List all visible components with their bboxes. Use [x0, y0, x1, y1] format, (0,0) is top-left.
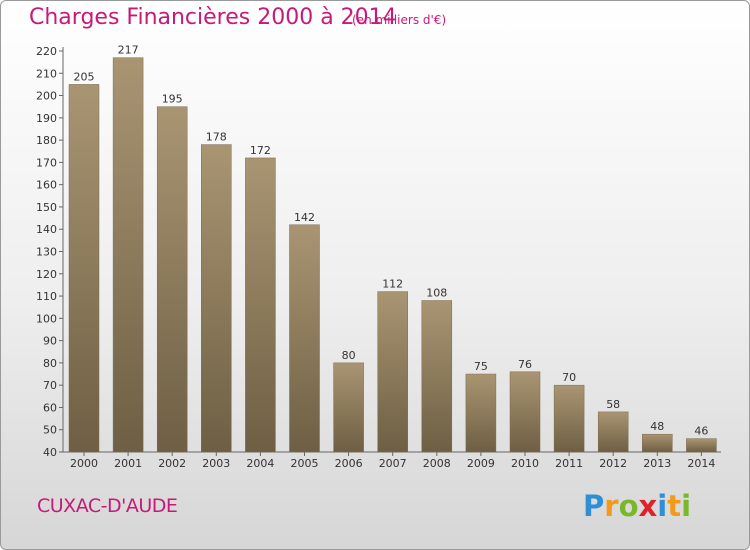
x-tick-label: 2009	[467, 457, 495, 470]
bar-2005	[289, 224, 320, 453]
bar-2013	[642, 433, 673, 453]
y-tick-label: 170	[36, 156, 57, 169]
bar-value-label: 75	[474, 360, 488, 373]
logo-letter: t	[667, 489, 682, 523]
logo-letter: i	[681, 489, 692, 523]
bar-value-label: 70	[562, 371, 576, 384]
x-tick-label: 2012	[599, 457, 627, 470]
y-axis: 40 50 60 70 80 90 100 110 120 130 140 150 160 170 180 1…	[36, 45, 64, 459]
x-axis: 2000 2001 2002 2003 2004 2005 2006 2007 2008 2009…	[63, 451, 721, 470]
bar-value-label: 108	[426, 287, 447, 300]
bar-2001	[112, 57, 144, 453]
y-tick-label: 100	[36, 312, 57, 325]
x-tick-label: 2000	[70, 457, 98, 470]
x-tick-label: 2010	[511, 457, 539, 470]
bar-value-label: 112	[382, 278, 403, 291]
y-tick-label: 150	[36, 201, 57, 214]
y-tick-label: 40	[43, 446, 57, 459]
x-tick-label: 2011	[555, 457, 583, 470]
bars-group: 205 217 195 178 172 142 80 112 108 75 76 70 58 48 46	[68, 44, 717, 453]
y-tick-label: 80	[43, 357, 57, 370]
x-tick-label: 2008	[423, 457, 451, 470]
bar-value-label: 195	[162, 93, 183, 106]
bar-value-label: 178	[206, 131, 227, 144]
y-tick-label: 70	[43, 379, 57, 392]
bar-2007	[377, 291, 408, 453]
bar-value-label: 172	[250, 144, 271, 157]
x-tick-label: 2003	[202, 457, 230, 470]
proxiti-logo: Proxiti	[583, 489, 691, 523]
y-tick-label: 50	[43, 424, 57, 437]
y-tick-label: 210	[36, 67, 57, 80]
logo-letter: r	[604, 489, 619, 523]
bar-2012	[597, 411, 629, 453]
chart-subtitle: (en milliers d'€)	[352, 13, 447, 27]
bar-value-label: 58	[606, 398, 620, 411]
bar-value-label: 205	[74, 70, 95, 83]
y-tick-label: 190	[36, 112, 57, 125]
y-tick-label: 90	[43, 335, 57, 348]
y-tick-label: 200	[36, 90, 57, 103]
bar-2008	[421, 300, 453, 453]
bar-2009	[465, 373, 497, 453]
x-tick-label: 2014	[687, 457, 715, 470]
x-tick-label: 2005	[291, 457, 319, 470]
bar-2010	[509, 371, 541, 453]
x-tick-label: 2013	[643, 457, 671, 470]
bar-2006	[333, 362, 364, 453]
bar-2004	[245, 157, 276, 453]
y-tick-label: 60	[43, 401, 57, 414]
bar-value-label: 142	[294, 211, 315, 224]
y-tick-label: 140	[36, 223, 57, 236]
bar-2011	[553, 384, 585, 453]
bar-2002	[156, 106, 188, 453]
x-tick-label: 2004	[246, 457, 274, 470]
y-tick-label: 160	[36, 179, 57, 192]
bar-value-label: 76	[518, 358, 532, 371]
y-tick-label: 120	[36, 268, 57, 281]
x-tick-label: 2007	[379, 457, 407, 470]
y-tick-label: 180	[36, 134, 57, 147]
bar-value-label: 80	[342, 349, 356, 362]
x-tick-label: 2001	[114, 457, 142, 470]
bar-2003	[201, 144, 232, 453]
commune-name: CUXAC-D'AUDE	[37, 495, 178, 517]
logo-letter: x	[638, 489, 658, 523]
x-tick-label: 2002	[158, 457, 186, 470]
bar-2014	[686, 438, 717, 453]
y-tick-label: 110	[36, 290, 57, 303]
y-tick-label: 220	[36, 45, 57, 58]
bar-value-label: 46	[694, 425, 708, 438]
bar-value-label: 217	[118, 44, 139, 57]
bar-2000	[68, 84, 100, 453]
logo-letter: i	[657, 489, 668, 523]
bar-value-label: 48	[650, 420, 664, 433]
y-tick-label: 130	[36, 246, 57, 259]
logo-letter: P	[583, 489, 605, 523]
logo-letter: o	[618, 489, 639, 523]
x-tick-label: 2006	[335, 457, 363, 470]
chart-title: Charges Financières 2000 à 2014	[29, 5, 397, 30]
